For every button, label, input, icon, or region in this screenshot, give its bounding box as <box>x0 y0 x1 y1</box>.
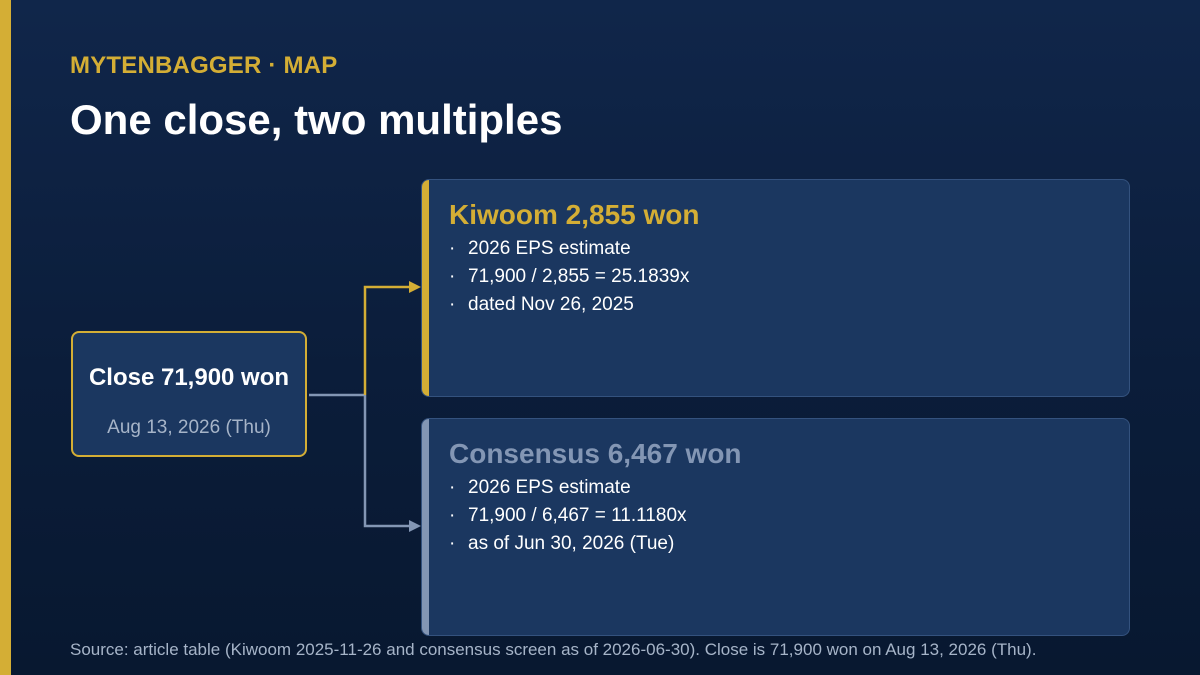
card-stripe <box>422 419 429 635</box>
bullet-text: as of Jun 30, 2026 (Tue) <box>468 533 675 554</box>
list-item: · as of Jun 30, 2026 (Tue) <box>449 530 687 558</box>
bullet-text: 71,900 / 2,855 = 25.1839x <box>468 266 690 287</box>
bullet-text: 2026 EPS estimate <box>468 477 631 498</box>
bullet-text: dated Nov 26, 2025 <box>468 294 634 315</box>
bullet-marker: · <box>449 477 456 498</box>
brand-label: MYTENBAGGER · MAP <box>70 52 338 79</box>
page-title: One close, two multiples <box>70 96 563 143</box>
bullet-text: 2026 EPS estimate <box>468 238 631 259</box>
arrowhead-kiwoom-icon <box>409 281 421 293</box>
bullet-marker: · <box>449 266 456 287</box>
arrowhead-consensus-icon <box>409 520 421 532</box>
accent-bar <box>0 0 11 675</box>
consensus-bullet-list: · 2026 EPS estimate · 71,900 / 6,467 = 11.… <box>449 474 687 558</box>
card-stripe <box>422 180 429 396</box>
bullet-marker: · <box>449 238 456 259</box>
list-item: · 71,900 / 6,467 = 11.1180x <box>449 502 687 530</box>
kiwoom-card-title: Kiwoom 2,855 won <box>449 199 700 230</box>
consensus-card: Consensus 6,467 won · 2026 EPS estimate ·… <box>421 418 1130 636</box>
connector-to-kiwoom <box>363 285 411 395</box>
consensus-card-title: Consensus 6,467 won <box>449 438 742 469</box>
connector-to-consensus <box>363 395 411 528</box>
kiwoom-bullet-list: · 2026 EPS estimate · 71,900 / 2,855 = 25.… <box>449 235 689 319</box>
source-note: Source: article table (Kiwoom 2025-11-26… <box>70 640 1037 659</box>
bullet-marker: · <box>449 505 456 526</box>
bullet-text: 71,900 / 6,467 = 11.1180x <box>468 505 687 526</box>
list-item: · dated Nov 26, 2025 <box>449 291 689 319</box>
list-item: · 71,900 / 2,855 = 25.1839x <box>449 263 689 291</box>
list-item: · 2026 EPS estimate <box>449 474 687 502</box>
bullet-marker: · <box>449 294 456 315</box>
close-node: Close 71,900 won Aug 13, 2026 (Thu) <box>71 331 307 457</box>
bullet-marker: · <box>449 533 456 554</box>
close-title: Close 71,900 won <box>88 364 290 391</box>
list-item: · 2026 EPS estimate <box>449 235 689 263</box>
close-date: Aug 13, 2026 (Thu) <box>107 417 271 438</box>
kiwoom-card: Kiwoom 2,855 won · 2026 EPS estimate · 71,… <box>421 179 1130 397</box>
